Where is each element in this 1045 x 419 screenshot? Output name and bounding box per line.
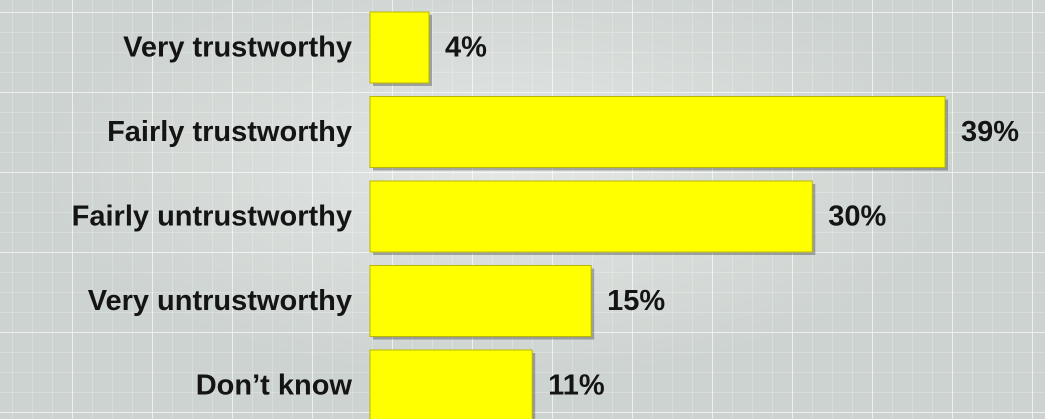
- bar-fairly-trustworthy: [369, 96, 946, 168]
- bar-very-trustworthy: [369, 11, 430, 84]
- value-label-don-t-know: 11%: [548, 370, 605, 402]
- category-label-very-untrustworthy: Very untrustworthy: [88, 285, 352, 317]
- bar-fairly-untrustworthy: [369, 180, 813, 253]
- category-label-fairly-trustworthy: Fairly trustworthy: [107, 116, 352, 148]
- value-label-fairly-untrustworthy: 30%: [828, 201, 886, 233]
- labels-layer: Very trustworthy 4% Fairly trustworthy 39% F…: [72, 32, 1020, 402]
- category-label-don-t-know: Don’t know: [196, 370, 353, 402]
- bars-layer: [369, 11, 948, 419]
- value-label-very-untrustworthy: 15%: [607, 285, 665, 317]
- category-label-very-trustworthy: Very trustworthy: [123, 32, 352, 64]
- bar-don-t-know: [369, 349, 533, 419]
- value-label-very-trustworthy: 4%: [445, 32, 487, 64]
- bar-very-untrustworthy: [369, 265, 592, 337]
- value-label-fairly-trustworthy: 39%: [961, 116, 1019, 148]
- category-label-fairly-untrustworthy: Fairly untrustworthy: [72, 201, 352, 233]
